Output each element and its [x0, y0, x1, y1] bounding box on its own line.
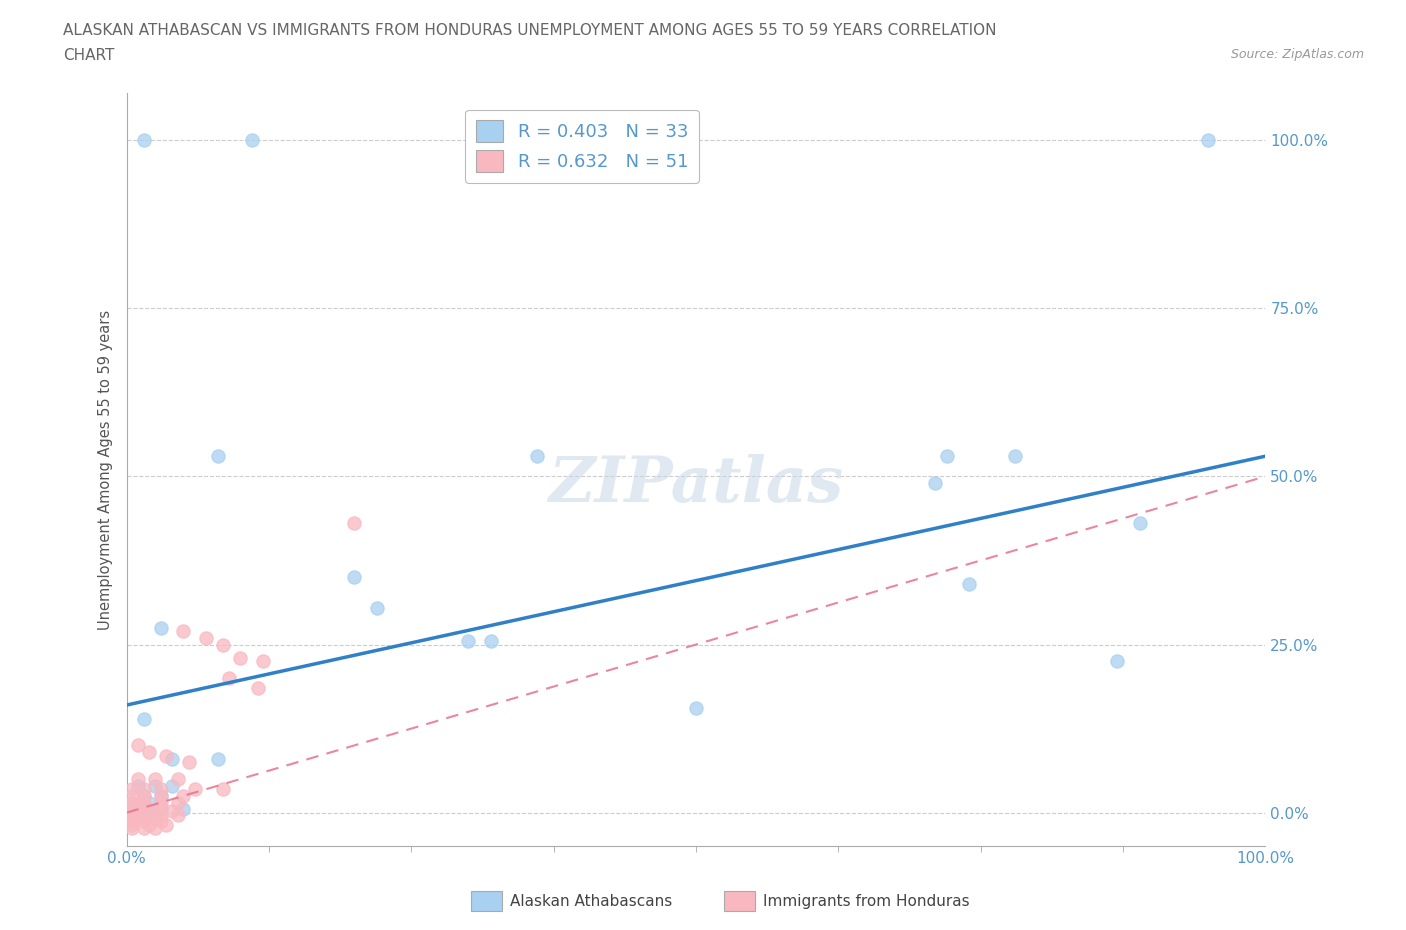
Text: ZIPatlas: ZIPatlas	[548, 454, 844, 515]
Point	[184, 782, 207, 797]
Point	[121, 789, 143, 804]
Y-axis label: Unemployment Among Ages 55 to 59 years: Unemployment Among Ages 55 to 59 years	[97, 310, 112, 630]
Point	[207, 449, 229, 464]
Text: CHART: CHART	[63, 48, 115, 63]
Point	[343, 516, 366, 531]
Point	[127, 778, 149, 793]
Point	[924, 475, 946, 490]
Point	[149, 795, 172, 810]
Point	[172, 624, 194, 639]
Point	[166, 795, 188, 810]
Point	[166, 772, 188, 787]
Point	[366, 600, 388, 615]
Point	[935, 449, 957, 464]
Point	[143, 804, 166, 818]
Point	[240, 133, 263, 148]
Point	[457, 633, 479, 648]
Point	[252, 654, 274, 669]
Point	[229, 651, 252, 666]
Point	[127, 738, 149, 753]
Point	[143, 778, 166, 793]
Point	[132, 820, 155, 835]
Point	[957, 577, 980, 591]
Point	[132, 133, 155, 148]
Point	[143, 811, 166, 826]
Point	[143, 772, 166, 787]
Point	[1107, 654, 1129, 669]
Point	[160, 804, 183, 818]
Point	[149, 620, 172, 635]
Point	[132, 789, 155, 804]
Point	[149, 782, 172, 797]
Point	[172, 802, 194, 817]
Point	[132, 711, 155, 726]
Point	[132, 807, 155, 822]
Point	[218, 671, 240, 685]
Point	[160, 778, 183, 793]
Point	[121, 814, 143, 829]
Point	[212, 637, 235, 652]
Point	[685, 701, 707, 716]
Point	[479, 633, 502, 648]
Point	[1198, 133, 1220, 148]
Point	[121, 782, 143, 797]
Point	[149, 789, 172, 804]
Point	[121, 817, 143, 832]
Point	[143, 805, 166, 820]
Point	[121, 804, 143, 818]
Point	[121, 807, 143, 822]
Point	[149, 802, 172, 817]
Point	[132, 789, 155, 804]
Point	[195, 631, 218, 645]
Point	[526, 449, 548, 464]
Text: Alaskan Athabascans: Alaskan Athabascans	[510, 894, 672, 909]
Text: Source: ZipAtlas.com: Source: ZipAtlas.com	[1230, 48, 1364, 61]
Point	[138, 817, 160, 832]
Point	[166, 807, 188, 822]
Point	[246, 681, 269, 696]
Point	[212, 782, 235, 797]
Point	[155, 817, 177, 832]
Point	[160, 751, 183, 766]
Point	[132, 782, 155, 797]
Point	[343, 570, 366, 585]
Point	[121, 802, 143, 817]
Point	[132, 814, 155, 829]
Point	[207, 751, 229, 766]
Point	[132, 804, 155, 818]
Point	[132, 811, 155, 826]
Text: Immigrants from Honduras: Immigrants from Honduras	[763, 894, 970, 909]
Point	[138, 795, 160, 810]
Point	[132, 795, 155, 810]
Point	[138, 745, 160, 760]
Point	[121, 820, 143, 835]
Point	[143, 820, 166, 835]
Point	[149, 800, 172, 815]
Point	[149, 814, 172, 829]
Point	[121, 811, 143, 826]
Point	[127, 772, 149, 787]
Point	[149, 789, 172, 804]
Point	[121, 800, 143, 815]
Point	[127, 805, 149, 820]
Legend: R = 0.403   N = 33, R = 0.632   N = 51: R = 0.403 N = 33, R = 0.632 N = 51	[465, 110, 699, 182]
Point	[121, 795, 143, 810]
Point	[132, 800, 155, 815]
Point	[155, 748, 177, 763]
Point	[121, 795, 143, 810]
Point	[172, 789, 194, 804]
Point	[1129, 516, 1152, 531]
Point	[179, 755, 201, 770]
Point	[132, 802, 155, 817]
Point	[149, 807, 172, 822]
Point	[1004, 449, 1026, 464]
Text: ALASKAN ATHABASCAN VS IMMIGRANTS FROM HONDURAS UNEMPLOYMENT AMONG AGES 55 TO 59 : ALASKAN ATHABASCAN VS IMMIGRANTS FROM HO…	[63, 23, 997, 38]
